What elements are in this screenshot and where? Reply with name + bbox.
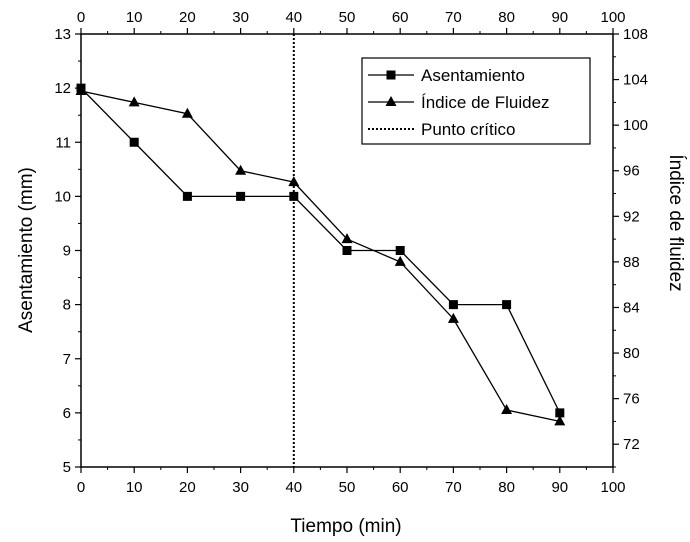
series-line [80, 87, 561, 414]
data-point [128, 96, 140, 107]
y-tick-label: 11 [55, 134, 71, 151]
data-point [342, 246, 352, 255]
x-tick-label: 100 [600, 479, 625, 496]
y2-tick-label: 76 [623, 391, 640, 408]
data-point [129, 137, 139, 147]
legend-swatch-marker [385, 96, 397, 106]
x-tick-label: 20 [179, 479, 196, 496]
x-tick-label: 70 [445, 479, 462, 496]
y-tick-label: 5 [63, 459, 71, 476]
y2-tick-label: 88 [623, 254, 640, 271]
x-tick-label: 10 [126, 479, 143, 496]
data-point [288, 176, 300, 187]
series-layer [75, 83, 566, 426]
x-axis-title: Tiempo (min) [290, 516, 401, 537]
y2-tick-label: 100 [623, 117, 648, 134]
x2-tick-label: 90 [551, 9, 568, 26]
series-2 [75, 84, 566, 426]
x-tick-label: 0 [77, 479, 85, 496]
legend-label: Índice de Fluidez [421, 93, 550, 112]
legend-swatch-marker [386, 70, 396, 80]
x-tick-label: 40 [285, 479, 302, 496]
axes: 0 0 10 10 20 20 30 30 40 40 50 50 60 60 70 70 80 80 90 90 10… [54, 9, 648, 496]
data-point [554, 415, 566, 426]
x2-tick-label: 70 [445, 9, 462, 26]
x-tick-label: 60 [392, 479, 409, 496]
y-axis-title: Asentamiento (mm) [16, 167, 37, 333]
data-point [394, 255, 406, 266]
data-point [181, 107, 193, 118]
data-point [395, 246, 405, 255]
data-point [447, 312, 459, 323]
y2-tick-label: 108 [623, 26, 648, 43]
x-tick-label: 80 [498, 479, 515, 496]
data-point [182, 191, 192, 201]
data-point [501, 404, 513, 415]
y-tick-label: 7 [63, 351, 71, 368]
y2-axis-title: Índice de fluidez [665, 154, 686, 291]
x2-tick-label: 20 [179, 9, 196, 26]
x2-tick-label: 0 [77, 9, 85, 26]
x2-tick-label: 80 [498, 9, 515, 26]
y2-tick-label: 84 [623, 299, 640, 316]
x-tick-label: 50 [339, 479, 356, 496]
y-tick-label: 9 [63, 243, 71, 260]
y2-tick-label: 72 [623, 436, 640, 453]
data-point [75, 84, 87, 95]
x2-tick-label: 10 [126, 9, 143, 26]
data-point [555, 408, 565, 418]
x2-tick-label: 30 [232, 9, 249, 26]
legend: Asentamiento Índice de Fluidez Punto críti… [361, 57, 591, 145]
data-point [289, 191, 299, 201]
legend-label: Punto crítico [421, 120, 516, 139]
x2-tick-label: 60 [392, 9, 409, 26]
x-tick-label: 90 [551, 479, 568, 496]
y-tick-label: 8 [63, 297, 71, 314]
y-tick-label: 6 [63, 405, 71, 422]
x2-tick-label: 100 [600, 9, 625, 26]
x-tick-label: 30 [232, 479, 249, 496]
y-tick-label: 10 [54, 188, 71, 205]
x2-tick-label: 50 [339, 9, 356, 26]
y2-tick-label: 104 [623, 72, 648, 89]
y2-tick-label: 92 [623, 208, 640, 225]
y-tick-label: 12 [54, 80, 71, 97]
data-point [448, 300, 458, 310]
x2-tick-label: 40 [285, 9, 302, 26]
data-point [341, 233, 353, 244]
data-point [502, 300, 512, 310]
y-tick-label: 13 [54, 26, 71, 43]
y2-tick-label: 96 [623, 163, 640, 180]
series-line [80, 90, 560, 423]
y2-tick-label: 80 [623, 345, 640, 362]
data-point [235, 164, 247, 175]
legend-label: Asentamiento [421, 66, 525, 85]
data-point [236, 191, 246, 201]
series-1 [76, 83, 565, 418]
